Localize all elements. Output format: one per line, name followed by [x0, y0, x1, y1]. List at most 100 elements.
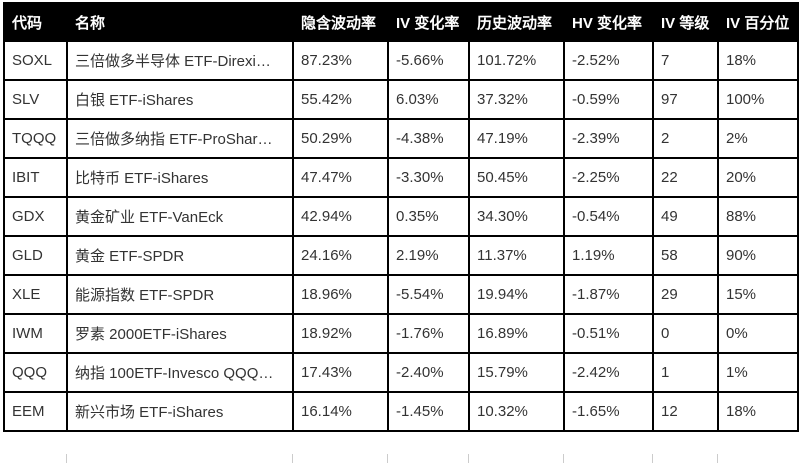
cell-iv-percentile: 100% — [717, 79, 799, 120]
column-header-iv-change: IV 变化率 — [387, 2, 470, 42]
cell-code: GDX — [3, 196, 68, 237]
cell-historical-volatility: 101.72% — [468, 40, 565, 81]
cell-iv-change: -5.66% — [387, 40, 470, 81]
cell-historical-volatility: 47.19% — [468, 118, 565, 159]
table-row[interactable]: IBIT 比特币 ETF-iShares 47.47% -3.30% 50.45% -2.… — [3, 157, 799, 198]
cell-hv-change: -0.51% — [563, 313, 654, 354]
cell-hv-change: -2.52% — [563, 40, 654, 81]
cell-implied-volatility: 24.16% — [292, 235, 389, 276]
cell-code: QQQ — [3, 352, 68, 393]
column-header-iv-rank: IV 等级 — [652, 2, 719, 42]
cell-iv-rank: 97 — [652, 79, 719, 120]
cell-implied-volatility: 87.23% — [292, 40, 389, 81]
cutoff-gridline — [387, 454, 388, 463]
cell-iv-change: -4.38% — [387, 118, 470, 159]
cell-implied-volatility: 16.14% — [292, 391, 389, 432]
cell-name: 白银 ETF-iShares — [66, 79, 294, 120]
cell-code: GLD — [3, 235, 68, 276]
cell-iv-change: 0.35% — [387, 196, 470, 237]
cell-iv-percentile: 0% — [717, 313, 799, 354]
table-row[interactable]: GDX 黄金矿业 ETF-VanEck 42.94% 0.35% 34.30% -0.54… — [3, 196, 799, 237]
data-table: 代码 名称 隐含波动率 IV 变化率 历史波动率 HV 变化率 IV 等级 IV 百分位 SO… — [3, 2, 799, 432]
table-body: SOXL 三倍做多半导体 ETF-Direxi… 87.23% -5.66% 101.7… — [3, 40, 799, 432]
cell-iv-rank: 49 — [652, 196, 719, 237]
table-row[interactable]: QQQ 纳指 100ETF-Invesco QQQ… 17.43% -2.40% 15.… — [3, 352, 799, 393]
table-row[interactable]: EEM 新兴市场 ETF-iShares 16.14% -1.45% 10.32% -1.… — [3, 391, 799, 432]
cell-name: 三倍做多纳指 ETF-ProShar… — [66, 118, 294, 159]
cell-iv-change: -1.76% — [387, 313, 470, 354]
table-row[interactable]: SLV 白银 ETF-iShares 55.42% 6.03% 37.32% -0.59%… — [3, 79, 799, 120]
header-row: 代码 名称 隐含波动率 IV 变化率 历史波动率 HV 变化率 IV 等级 IV 百分位 — [3, 2, 799, 42]
cell-implied-volatility: 18.92% — [292, 313, 389, 354]
cell-implied-volatility: 17.43% — [292, 352, 389, 393]
cell-implied-volatility: 50.29% — [292, 118, 389, 159]
cell-iv-percentile: 18% — [717, 391, 799, 432]
column-header-implied-volatility: 隐含波动率 — [292, 2, 389, 42]
cell-hv-change: -2.25% — [563, 157, 654, 198]
column-header-code: 代码 — [3, 2, 68, 42]
cell-implied-volatility: 42.94% — [292, 196, 389, 237]
cell-code: TQQQ — [3, 118, 68, 159]
cell-historical-volatility: 16.89% — [468, 313, 565, 354]
cell-hv-change: -2.39% — [563, 118, 654, 159]
cell-code: SLV — [3, 79, 68, 120]
cutoff-gridline — [468, 454, 469, 463]
cell-iv-percentile: 2% — [717, 118, 799, 159]
cell-historical-volatility: 19.94% — [468, 274, 565, 315]
cutoff-gridline — [717, 454, 718, 463]
cell-iv-percentile: 20% — [717, 157, 799, 198]
cell-hv-change: -2.42% — [563, 352, 654, 393]
cell-iv-percentile: 15% — [717, 274, 799, 315]
cell-historical-volatility: 50.45% — [468, 157, 565, 198]
cell-name: 黄金 ETF-SPDR — [66, 235, 294, 276]
cutoff-gridline — [66, 454, 67, 463]
cell-hv-change: -1.87% — [563, 274, 654, 315]
column-header-iv-percentile: IV 百分位 — [717, 2, 799, 42]
table-row[interactable]: SOXL 三倍做多半导体 ETF-Direxi… 87.23% -5.66% 101.7… — [3, 40, 799, 81]
cell-iv-change: -2.40% — [387, 352, 470, 393]
cell-historical-volatility: 37.32% — [468, 79, 565, 120]
cell-iv-rank: 58 — [652, 235, 719, 276]
cutoff-gridline — [292, 454, 293, 463]
cell-name: 黄金矿业 ETF-VanEck — [66, 196, 294, 237]
cell-name: 新兴市场 ETF-iShares — [66, 391, 294, 432]
cell-implied-volatility: 47.47% — [292, 157, 389, 198]
cell-implied-volatility: 55.42% — [292, 79, 389, 120]
cell-name: 比特币 ETF-iShares — [66, 157, 294, 198]
cell-hv-change: 1.19% — [563, 235, 654, 276]
cell-iv-percentile: 88% — [717, 196, 799, 237]
cell-iv-change: 6.03% — [387, 79, 470, 120]
cell-iv-change: -1.45% — [387, 391, 470, 432]
cell-iv-rank: 0 — [652, 313, 719, 354]
cell-code: SOXL — [3, 40, 68, 81]
table-row[interactable]: GLD 黄金 ETF-SPDR 24.16% 2.19% 11.37% 1.19% 58 90… — [3, 235, 799, 276]
cell-hv-change: -0.59% — [563, 79, 654, 120]
cell-iv-rank: 12 — [652, 391, 719, 432]
cell-iv-rank: 2 — [652, 118, 719, 159]
cell-code: EEM — [3, 391, 68, 432]
cell-historical-volatility: 15.79% — [468, 352, 565, 393]
cell-hv-change: -0.54% — [563, 196, 654, 237]
cell-historical-volatility: 11.37% — [468, 235, 565, 276]
cell-iv-rank: 29 — [652, 274, 719, 315]
cell-iv-change: -3.30% — [387, 157, 470, 198]
cell-historical-volatility: 34.30% — [468, 196, 565, 237]
column-header-name: 名称 — [66, 2, 294, 42]
cell-iv-rank: 7 — [652, 40, 719, 81]
table-row[interactable]: XLE 能源指数 ETF-SPDR 18.96% -5.54% 19.94% -1.87%… — [3, 274, 799, 315]
column-header-hv-change: HV 变化率 — [563, 2, 654, 42]
cutoff-gridline — [652, 454, 653, 463]
cell-name: 纳指 100ETF-Invesco QQQ… — [66, 352, 294, 393]
cell-code: IBIT — [3, 157, 68, 198]
cell-implied-volatility: 18.96% — [292, 274, 389, 315]
table-row[interactable]: IWM 罗素 2000ETF-iShares 18.92% -1.76% 16.89% -… — [3, 313, 799, 354]
table-row[interactable]: TQQQ 三倍做多纳指 ETF-ProShar… 50.29% -4.38% 47.19… — [3, 118, 799, 159]
cell-code: IWM — [3, 313, 68, 354]
cell-historical-volatility: 10.32% — [468, 391, 565, 432]
cell-iv-percentile: 1% — [717, 352, 799, 393]
cell-iv-change: -5.54% — [387, 274, 470, 315]
cell-iv-percentile: 90% — [717, 235, 799, 276]
cell-hv-change: -1.65% — [563, 391, 654, 432]
cell-name: 能源指数 ETF-SPDR — [66, 274, 294, 315]
